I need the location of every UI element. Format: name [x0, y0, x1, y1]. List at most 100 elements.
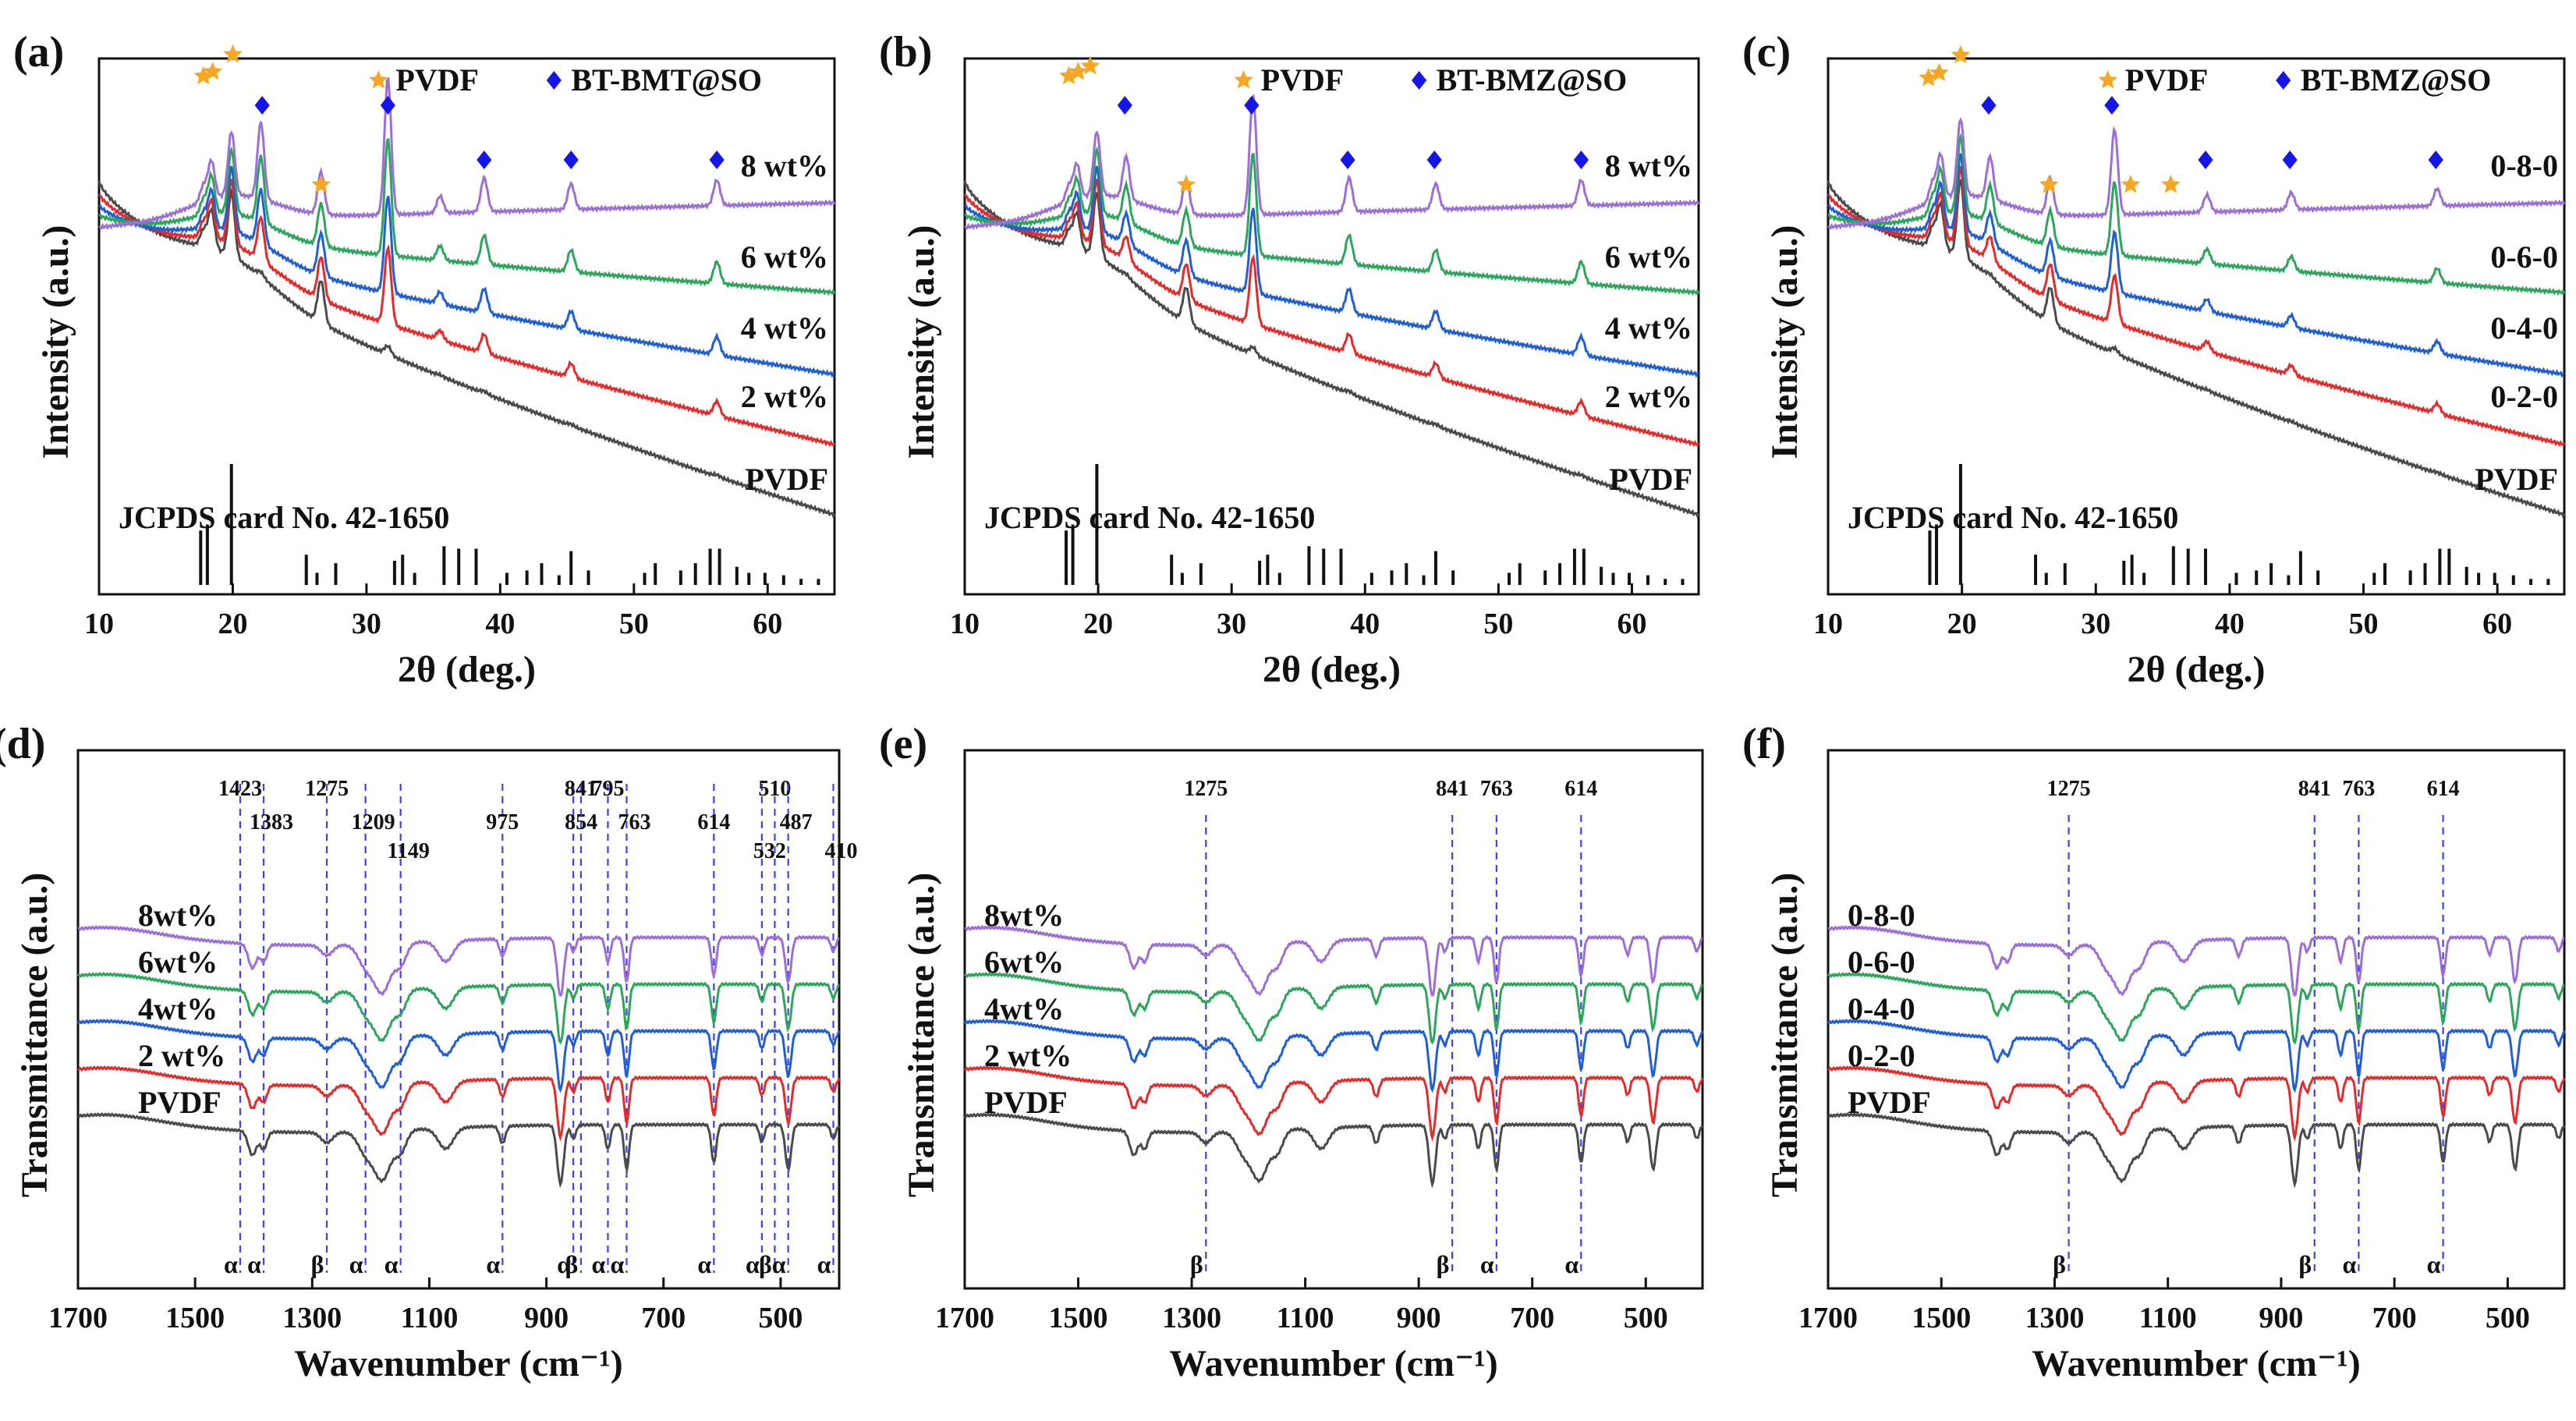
x-tick-label: 700	[2372, 1302, 2417, 1334]
series-label: 2 wt%	[1605, 379, 1692, 414]
phase-label: α	[592, 1250, 606, 1278]
band-label: 975	[486, 810, 519, 835]
series-label: PVDF	[2475, 462, 2558, 497]
x-tick-label: 1700	[1798, 1302, 1858, 1334]
legend-label: BT-BMZ@SO	[2301, 62, 2492, 97]
series-line	[97, 180, 836, 519]
phase-label: α	[2427, 1250, 2441, 1278]
x-tick-label: 20	[1083, 608, 1113, 640]
series-label: 0-4-0	[1848, 991, 1915, 1026]
diamond-marker	[380, 96, 395, 115]
x-tick-label: 20	[218, 608, 247, 640]
series-line	[76, 1111, 841, 1189]
legend-diamond-icon	[546, 71, 562, 90]
series-line	[964, 924, 1703, 998]
phase-label: β	[2053, 1250, 2066, 1278]
series-label: PVDF	[1848, 1085, 1931, 1120]
series-line	[963, 180, 1700, 519]
legend-label: BT-BMT@SO	[571, 62, 762, 97]
series-label: 6wt%	[984, 944, 1064, 980]
series-line	[1827, 179, 2566, 519]
panel-label: (f)	[1742, 720, 1786, 768]
series-line	[1827, 1111, 2566, 1189]
legend-star-icon	[2098, 70, 2118, 89]
x-tick-label: 50	[1483, 608, 1513, 640]
x-axis-label: Wavenumber (cm⁻¹)	[2032, 1343, 2360, 1384]
x-tick-label: 10	[84, 608, 114, 640]
diamond-marker	[1573, 151, 1589, 169]
phase-label: α	[611, 1250, 625, 1278]
series-label: 8 wt%	[741, 148, 828, 183]
diamond-marker	[2428, 151, 2443, 169]
band-label: 841	[2298, 777, 2331, 801]
x-tick-label: 40	[2215, 608, 2245, 640]
series-label: 2 wt%	[984, 1038, 1072, 1073]
star-marker	[203, 62, 223, 80]
band-label: 763	[1480, 777, 1513, 801]
y-axis-label: Intensity (a.u.)	[901, 225, 942, 459]
x-tick-label: 1500	[165, 1302, 225, 1334]
phase-label: α	[384, 1250, 399, 1278]
reference-label: JCPDS card No. 42-1650	[984, 500, 1315, 535]
reference-label: JCPDS card No. 42-1650	[1848, 500, 2178, 535]
y-axis-label: Intensity (a.u.)	[35, 225, 76, 459]
plot-frame	[76, 749, 841, 1290]
x-tick-label: 30	[352, 608, 381, 640]
y-axis-label: Transmittance (a.u.)	[901, 873, 942, 1197]
y-axis-label: Intensity (a.u.)	[1764, 225, 1805, 459]
x-tick-label: 900	[2259, 1302, 2303, 1334]
legend-diamond-icon	[2276, 71, 2291, 90]
band-label: 795	[591, 777, 624, 801]
x-tick-label: 10	[950, 608, 980, 640]
plot-frame	[1827, 749, 2566, 1290]
phase-label: β	[1190, 1250, 1203, 1278]
x-tick-label: 1300	[2025, 1302, 2084, 1334]
diamond-marker	[477, 151, 492, 169]
series-line	[964, 146, 1700, 296]
series-label: 8wt%	[138, 898, 218, 933]
series-line	[1827, 116, 2566, 230]
diamond-marker	[2282, 151, 2298, 169]
x-tick-label: 1300	[1162, 1302, 1221, 1334]
x-tick-label: 40	[1350, 608, 1380, 640]
x-axis-label: Wavenumber (cm⁻¹)	[1169, 1343, 1497, 1384]
diamond-marker	[1244, 96, 1260, 115]
panel-label: (c)	[1742, 28, 1791, 76]
diamond-marker	[1117, 96, 1132, 115]
series-label: PVDF	[984, 1085, 1068, 1120]
phase-label: α	[224, 1250, 238, 1278]
plot-frame	[963, 57, 1700, 596]
x-tick-label: 700	[1510, 1302, 1554, 1334]
band-label: 841	[1436, 777, 1469, 801]
series-label: 2 wt%	[741, 379, 828, 414]
series-label: 0-8-0	[2490, 148, 2558, 183]
star-marker	[193, 66, 214, 85]
phase-label: α	[2342, 1250, 2356, 1278]
series-label: PVDF	[138, 1085, 221, 1120]
series-label: 6 wt%	[1605, 239, 1692, 275]
x-tick-label: 1500	[1912, 1302, 1971, 1334]
series-line	[964, 94, 1700, 231]
legend-label: BT-BMZ@SO	[1437, 62, 1628, 97]
band-label: 614	[1564, 777, 1597, 801]
series-line	[98, 76, 836, 230]
band-label: 1423	[218, 777, 262, 801]
phase-label: α	[557, 1250, 571, 1278]
series-line	[1827, 1065, 2566, 1143]
diamond-marker	[709, 151, 725, 169]
band-label: 532	[753, 839, 786, 863]
reference-label: JCPDS card No. 42-1650	[119, 500, 449, 535]
series-line	[964, 165, 1699, 378]
panel-label: (a)	[13, 28, 64, 76]
series-line	[98, 165, 835, 378]
band-label: 763	[2342, 777, 2375, 801]
panel-f: (f) 1700 1500 1300 1100 900 700 500 Wavenumber (…	[1742, 720, 2566, 1384]
series-label: 6wt%	[138, 944, 218, 980]
series-label: 2 wt%	[138, 1038, 225, 1073]
band-label: 1275	[305, 777, 349, 801]
plot-frame	[1827, 57, 2566, 596]
series-line	[964, 1065, 1704, 1142]
x-tick-label: 30	[1217, 608, 1246, 640]
legend-label: PVDF	[2125, 62, 2209, 97]
legend-diamond-icon	[1411, 71, 1427, 90]
